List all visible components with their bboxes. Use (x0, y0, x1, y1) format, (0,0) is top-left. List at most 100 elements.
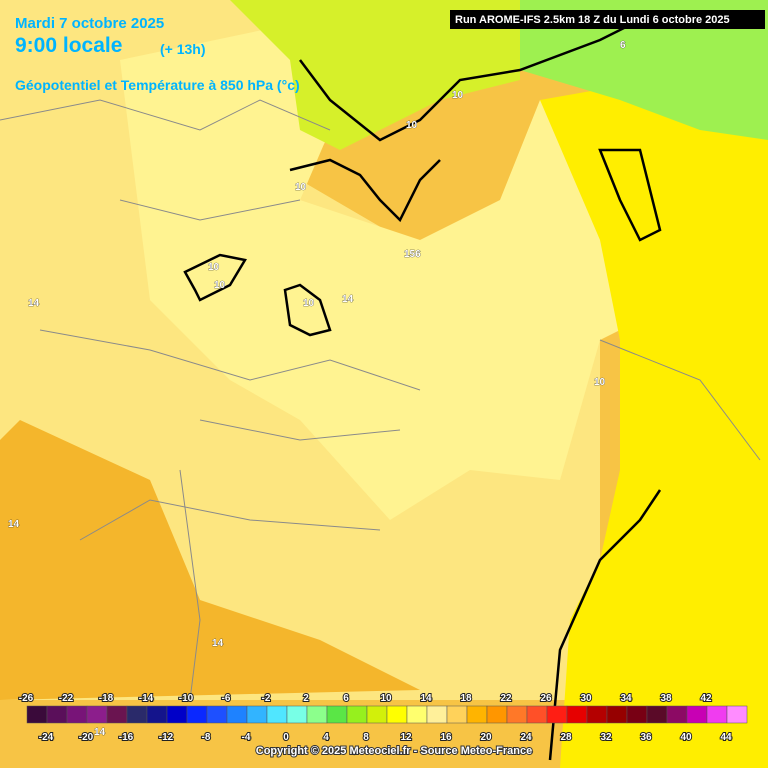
color-cell (606, 705, 628, 724)
contour-label: 156 (404, 249, 421, 260)
legend-label-bottom: -4 (242, 732, 251, 743)
lime-region (230, 0, 520, 150)
color-cell (426, 705, 448, 724)
orange-region (0, 420, 420, 700)
legend-label-bottom: 4 (323, 732, 329, 743)
color-cell (266, 705, 288, 724)
contour-label: 10 (406, 120, 418, 131)
contour-label: 10 (208, 262, 220, 273)
legend-label-top: 38 (660, 693, 672, 704)
legend-label-top: 30 (580, 693, 592, 704)
color-cell (46, 705, 68, 724)
color-cell (126, 705, 148, 724)
contour-label: 10 (295, 182, 307, 193)
legend-label-top: -18 (99, 693, 114, 704)
legend-label-top: -14 (139, 693, 154, 704)
color-cell (26, 705, 48, 724)
legend-label-top: -10 (179, 693, 194, 704)
legend-label-top: 26 (540, 693, 552, 704)
color-cell (546, 705, 568, 724)
color-cell (506, 705, 528, 724)
legend-label-bottom: -8 (202, 732, 211, 743)
contour-line (289, 158, 441, 223)
color-cell (386, 705, 408, 724)
color-cell (166, 705, 188, 724)
color-cell (206, 705, 228, 724)
color-cell (146, 705, 168, 724)
color-cell (226, 705, 248, 724)
legend-label-top: -2 (262, 693, 271, 704)
color-cell (586, 705, 608, 724)
contour-label: 14 (342, 294, 354, 305)
legend-label-top: -22 (59, 693, 74, 704)
legend-label-top: 22 (500, 693, 512, 704)
color-cell (706, 705, 728, 724)
legend-label-top: 42 (700, 693, 712, 704)
color-cell (286, 705, 308, 724)
color-cell (526, 705, 548, 724)
green-region (520, 0, 768, 140)
yellow-region (540, 60, 768, 768)
run-info: Run AROME-IFS 2.5km 18 Z du Lundi 6 octo… (455, 14, 730, 26)
legend-label-bottom: -24 (39, 732, 54, 743)
legend-label-bottom: 20 (480, 732, 492, 743)
color-cell (306, 705, 328, 724)
legend-label-bottom: 44 (720, 732, 732, 743)
legend-label-top: -6 (222, 693, 231, 704)
contour-line (299, 18, 641, 142)
color-cell (406, 705, 428, 724)
legend-label-bottom: 0 (283, 732, 289, 743)
legend-label-bottom: -20 (79, 732, 94, 743)
color-cell (686, 705, 708, 724)
date: Mardi 7 octobre 2025 (15, 15, 164, 32)
legend-label-bottom: -12 (159, 732, 174, 743)
contour-label: 14 (212, 638, 224, 649)
color-cell (466, 705, 488, 724)
color-cell (86, 705, 108, 724)
color-cell (66, 705, 88, 724)
copyright: Copyright © 2025 Meteociel.fr - Source M… (256, 745, 532, 757)
lead-time: (+ 13h) (160, 41, 206, 57)
color-cell (486, 705, 508, 724)
legend-label-bottom: 16 (440, 732, 452, 743)
borders (0, 99, 761, 701)
border-line (0, 99, 761, 701)
contour-label: 10 (594, 377, 606, 388)
contour-label: 10 (214, 280, 226, 291)
color-cell (246, 705, 268, 724)
color-cell (186, 705, 208, 724)
color-cell (726, 705, 748, 724)
color-cell (566, 705, 588, 724)
color-cell (646, 705, 668, 724)
legend-label-top: 18 (460, 693, 472, 704)
legend-label-bottom: 12 (400, 732, 412, 743)
legend-label-bottom: 40 (680, 732, 692, 743)
legend-label-top: 14 (420, 693, 432, 704)
legend-label-bottom: 32 (600, 732, 612, 743)
color-cell (326, 705, 348, 724)
color-bar (26, 705, 748, 724)
field-name: Géopotentiel et Température à 850 hPa (°… (15, 77, 300, 93)
color-cell (446, 705, 468, 724)
color-cell (106, 705, 128, 724)
contour-label: 14 (8, 519, 20, 530)
contour-line (183, 253, 247, 302)
legend-label-top: -26 (19, 693, 34, 704)
legend-label-top: 34 (620, 693, 632, 704)
color-cell (366, 705, 388, 724)
legend-label-top: 2 (303, 693, 309, 704)
legend-label-bottom: 36 (640, 732, 652, 743)
legend-label-bottom: -16 (119, 732, 134, 743)
contour-line (283, 283, 332, 337)
contour-line (548, 489, 662, 761)
legend-label-bottom: 8 (363, 732, 369, 743)
contour-label: 6 (620, 40, 626, 51)
contour-label: 10 (452, 90, 464, 101)
contour-label: 14 (28, 298, 40, 309)
local-time: 9:00 locale (15, 34, 122, 57)
color-cell (666, 705, 688, 724)
contour-line (598, 148, 662, 242)
legend-label-top: 6 (343, 693, 349, 704)
color-cell (626, 705, 648, 724)
